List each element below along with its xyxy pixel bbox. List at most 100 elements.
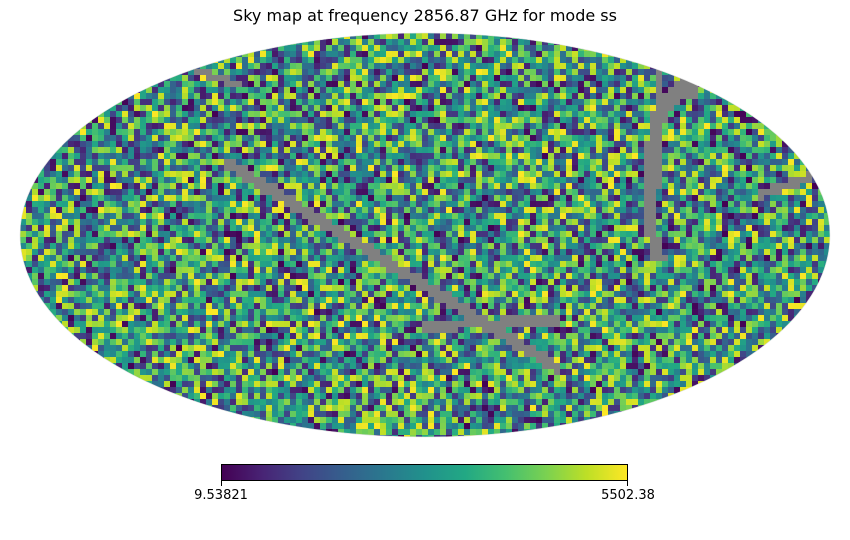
sky-pixel [788,231,795,238]
sky-pixel [374,159,381,166]
sky-pixel [446,219,453,226]
sky-pixel [764,225,771,232]
sky-pixel [722,171,729,178]
sky-pixel [518,57,525,64]
sky-pixel [254,231,261,238]
sky-pixel [770,159,777,166]
sky-pixel [494,105,501,112]
sky-pixel [254,171,261,178]
sky-pixel [704,111,711,118]
sky-pixel [578,189,585,196]
sky-pixel [434,81,441,88]
sky-pixel [128,147,135,154]
sky-pixel [278,267,285,274]
sky-pixel [266,213,273,220]
sky-pixel [668,177,675,184]
sky-pixel [674,237,681,244]
sky-pixel [236,129,243,136]
sky-pixel [164,195,171,202]
sky-pixel [506,273,513,280]
masked-pixel [386,255,393,262]
sky-pixel [644,279,651,286]
sky-pixel [488,69,495,76]
sky-pixel [320,273,327,280]
sky-pixel [146,135,153,142]
sky-pixel [380,117,387,124]
sky-pixel [746,147,753,154]
sky-pixel [536,267,543,274]
sky-pixel [164,105,171,112]
sky-pixel [242,231,249,238]
sky-pixel [746,183,753,190]
sky-pixel [278,261,285,268]
sky-pixel [116,147,123,154]
masked-pixel [242,177,249,184]
sky-pixel [524,267,531,274]
sky-pixel [254,75,261,82]
sky-pixel [464,159,471,166]
sky-pixel [518,165,525,172]
sky-pixel [380,45,387,52]
sky-pixel [74,165,81,172]
sky-pixel [548,39,555,46]
sky-pixel [284,159,291,166]
sky-pixel [176,267,183,274]
masked-pixel [314,219,321,226]
sky-pixel [482,39,489,46]
masked-pixel [398,273,405,280]
sky-pixel [374,33,381,40]
sky-pixel [272,231,279,238]
sky-pixel [158,177,165,184]
sky-pixel [434,273,441,280]
sky-pixel [626,189,633,196]
sky-pixel [134,147,141,154]
sky-pixel [182,105,189,112]
sky-pixel [686,195,693,202]
sky-pixel [278,123,285,130]
sky-pixel [350,279,357,286]
sky-pixel [134,117,141,124]
sky-pixel [632,117,639,124]
sky-pixel [452,159,459,166]
sky-pixel [680,243,687,250]
sky-pixel [584,237,591,244]
sky-pixel [614,249,621,256]
sky-pixel [614,255,621,262]
sky-pixel [194,285,201,292]
sky-pixel [506,255,513,262]
sky-pixel [752,279,759,286]
masked-pixel [314,213,321,220]
sky-pixel [218,63,225,70]
sky-pixel [170,69,177,76]
sky-pixel [782,141,789,148]
sky-pixel [488,99,495,106]
sky-pixel [446,141,453,148]
sky-pixel [620,135,627,142]
sky-pixel [464,189,471,196]
sky-pixel [536,171,543,178]
sky-pixel [296,75,303,82]
sky-pixel [392,135,399,142]
sky-pixel [290,93,297,100]
sky-pixel [698,111,705,118]
sky-pixel [290,273,297,280]
sky-pixel [194,153,201,160]
sky-pixel [494,255,501,262]
sky-pixel [560,171,567,178]
sky-pixel [230,237,237,244]
sky-pixel [638,213,645,220]
sky-pixel [32,267,39,274]
sky-pixel [272,273,279,280]
sky-pixel [92,267,99,274]
sky-pixel [734,171,741,178]
sky-pixel [422,117,429,124]
sky-pixel [452,231,459,238]
sky-pixel [278,39,285,46]
sky-pixel [20,189,27,196]
sky-pixel [194,273,201,280]
sky-pixel [668,147,675,154]
sky-pixel [314,195,321,202]
sky-pixel [80,267,87,274]
sky-pixel [482,189,489,196]
masked-pixel [680,87,687,94]
